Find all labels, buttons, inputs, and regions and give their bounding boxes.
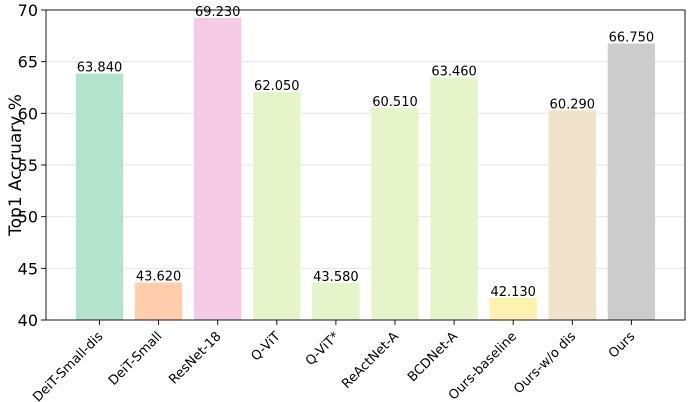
x-tick-label: Ours (606, 329, 638, 361)
x-tick-label: Ours-w/o dis (511, 329, 579, 397)
bar-value-label: 62.050 (254, 79, 300, 94)
bar (607, 43, 656, 320)
y-tick-label: 50 (18, 208, 38, 227)
bar (548, 110, 596, 320)
y-tick-label: 55 (18, 156, 38, 175)
bar (489, 297, 537, 320)
bar-value-label: 43.620 (136, 270, 182, 285)
bars (75, 17, 656, 321)
x-tick-label: DeiT-Small (106, 329, 166, 389)
bar-value-label: 66.750 (609, 31, 655, 46)
value-labels: 63.840 43.620 69.230 62.050 43.580 60.510 63.4… (77, 5, 654, 300)
y-axis-ticks: 40 45 50 55 60 65 70 (18, 1, 46, 330)
x-tick-label: BCDNet-A (405, 329, 461, 385)
y-tick-label: 70 (18, 1, 38, 20)
bar (371, 108, 419, 321)
bar-value-label: 60.290 (550, 97, 596, 112)
bar-value-label: 63.460 (431, 65, 477, 80)
x-axis-ticks: DeiT-Small-dis DeiT-Small ResNet-18 Q-ViT Q-… (30, 320, 638, 402)
x-tick-label: ReActNet-A (339, 329, 402, 392)
y-axis-label: Top1 Accruary % (6, 94, 26, 237)
bar (75, 73, 124, 320)
bar (134, 282, 183, 320)
bar-value-label: 63.840 (77, 61, 123, 76)
x-tick-label: DeiT-Small-dis (30, 329, 106, 402)
bar (194, 17, 242, 321)
x-tick-label: Q-ViT* (303, 329, 343, 369)
y-tick-label: 40 (18, 311, 38, 330)
bar (253, 92, 301, 321)
bar-value-label: 69.230 (195, 5, 241, 20)
bar (430, 77, 478, 320)
bar (312, 283, 360, 320)
y-tick-label: 45 (18, 259, 38, 278)
x-tick-label: ResNet-18 (166, 329, 224, 387)
bar-value-label: 42.130 (490, 285, 536, 300)
x-tick-label: Q-ViT (248, 329, 283, 364)
y-tick-label: 65 (18, 53, 38, 72)
y-tick-label: 60 (18, 104, 38, 123)
bar-value-label: 43.580 (313, 270, 359, 285)
bar-value-label: 60.510 (372, 95, 418, 110)
